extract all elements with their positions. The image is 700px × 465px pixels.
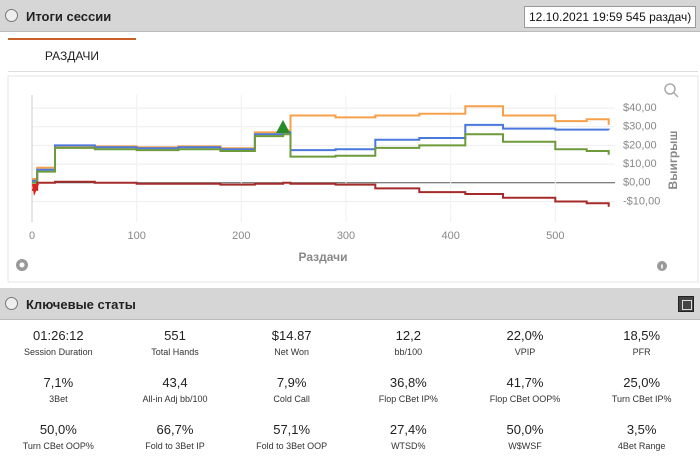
stat-label: PFR — [632, 347, 651, 357]
stat: 7,1% 3Bet — [0, 367, 117, 414]
stat: 01:26:12 Session Duration — [0, 320, 117, 367]
stat-label: Turn CBet OOP% — [22, 441, 94, 451]
stat-value: 43,4 — [162, 375, 188, 390]
series-line — [32, 123, 610, 182]
info-icon[interactable] — [657, 261, 667, 271]
peak-marker — [276, 120, 290, 133]
stat: 41,7% Flop CBet OOP% — [467, 367, 584, 414]
stat-value: 12,2 — [395, 328, 421, 343]
stat-value: 22,0% — [506, 328, 544, 343]
stat: 25,0% Turn CBet IP% — [583, 367, 700, 414]
stat-label: Flop CBet OOP% — [489, 394, 561, 404]
series-line — [32, 180, 610, 207]
stat: 7,9% Cold Call — [233, 367, 350, 414]
stat-label: Flop CBet IP% — [378, 394, 438, 404]
stat-value: 66,7% — [156, 422, 194, 437]
section-title: Итоги сессии — [26, 9, 112, 24]
stat-value: 25,0% — [623, 375, 661, 390]
stat-value: 01:26:12 — [33, 328, 84, 343]
series-line — [32, 133, 610, 184]
stat-label: Net Won — [274, 347, 310, 357]
stat-label: Cold Call — [273, 394, 310, 404]
stat-value: 41,7% — [506, 375, 544, 390]
stat-label: Turn CBet IP% — [611, 394, 672, 404]
chart: Раздачи Выигрыш $40,00 $30,00 $20,00 $10,00… — [7, 75, 699, 283]
stat-label: Fold to 3Bet OOP — [256, 441, 328, 451]
x-tick-label: 500 — [546, 230, 564, 242]
y-tick-label: $40,00 — [623, 102, 657, 114]
chart-frame — [7, 75, 699, 283]
session-header: Итоги сессии 12.10.2021 19:59 545 раздач… — [0, 0, 700, 32]
y-tick-label: $0,00 — [623, 177, 651, 189]
stat-value: 27,4% — [389, 422, 427, 437]
stat: 57,1% Fold to 3Bet OOP — [233, 414, 350, 461]
y-axis-label: Выигрыш — [666, 131, 680, 190]
stat-value: 57,1% — [273, 422, 311, 437]
stat: 50,0% W$WSF — [467, 414, 584, 461]
stat-value: $14.87 — [271, 328, 312, 343]
stat: 12,2 bb/100 — [350, 320, 467, 367]
stats-grid: 01:26:12 Session Duration 551 Total Hands $1… — [0, 320, 700, 465]
settings-icon[interactable] — [16, 259, 28, 271]
stat: 50,0% Turn CBet OOP% — [0, 414, 117, 461]
stat-value: 50,0% — [506, 422, 544, 437]
stat-label: VPIP — [514, 347, 536, 357]
stat: 43,4 All-in Adj bb/100 — [117, 367, 234, 414]
collapse-button[interactable] — [5, 297, 18, 310]
stat-value: 7,1% — [43, 375, 74, 390]
stat: 3,5% 4Bet Range — [583, 414, 700, 461]
stat-value: 3,5% — [626, 422, 657, 437]
y-tick-label: $20,00 — [623, 139, 657, 151]
stat: 22,0% VPIP — [467, 320, 584, 367]
low-marker — [32, 184, 39, 196]
zoom-icon[interactable] — [664, 83, 679, 98]
stat-label: 3Bet — [49, 394, 68, 404]
session-select[interactable]: 12.10.2021 19:59 545 раздач) — [524, 6, 696, 28]
stat-label: Total Hands — [151, 347, 199, 357]
tab[interactable]: РАЗДАЧИ — [8, 38, 136, 72]
stat-value: 551 — [164, 328, 186, 343]
stat-label: WTSD% — [391, 441, 426, 451]
x-tick-label: 400 — [441, 230, 459, 242]
tab-divider — [8, 71, 698, 72]
y-tick-label: -$10,00 — [623, 195, 660, 207]
y-tick-label: $30,00 — [623, 121, 657, 133]
stat-label: Session Duration — [24, 347, 93, 357]
x-tick-label: 0 — [29, 230, 35, 242]
stat-label: All-in Adj bb/100 — [142, 394, 208, 404]
stat: $14.87 Net Won — [233, 320, 350, 367]
stat-value: 18,5% — [623, 328, 661, 343]
stat: 36,8% Flop CBet IP% — [350, 367, 467, 414]
x-tick-label: 300 — [337, 230, 355, 242]
stat-label: 4Bet Range — [617, 441, 666, 451]
y-tick-label: $10,00 — [623, 158, 657, 170]
section-title: Ключевые статы — [26, 297, 136, 312]
stat-value: 36,8% — [389, 375, 427, 390]
stat: 27,4% WTSD% — [350, 414, 467, 461]
stat-label: Fold to 3Bet IP — [145, 441, 205, 451]
stat: 18,5% PFR — [583, 320, 700, 367]
stat-label: W$WSF — [508, 441, 542, 451]
stats-header: Ключевые статы — [0, 288, 700, 320]
x-tick-label: 100 — [127, 230, 145, 242]
stat: 551 Total Hands — [117, 320, 234, 367]
stat-value: 7,9% — [276, 375, 307, 390]
x-tick-label: 200 — [232, 230, 250, 242]
stat: 66,7% Fold to 3Bet IP — [117, 414, 234, 461]
collapse-button[interactable] — [5, 9, 18, 22]
stat-value: 50,0% — [39, 422, 77, 437]
x-axis-label: Раздачи — [299, 250, 348, 264]
stat-label: bb/100 — [394, 347, 423, 357]
layout-toggle[interactable] — [678, 296, 694, 312]
